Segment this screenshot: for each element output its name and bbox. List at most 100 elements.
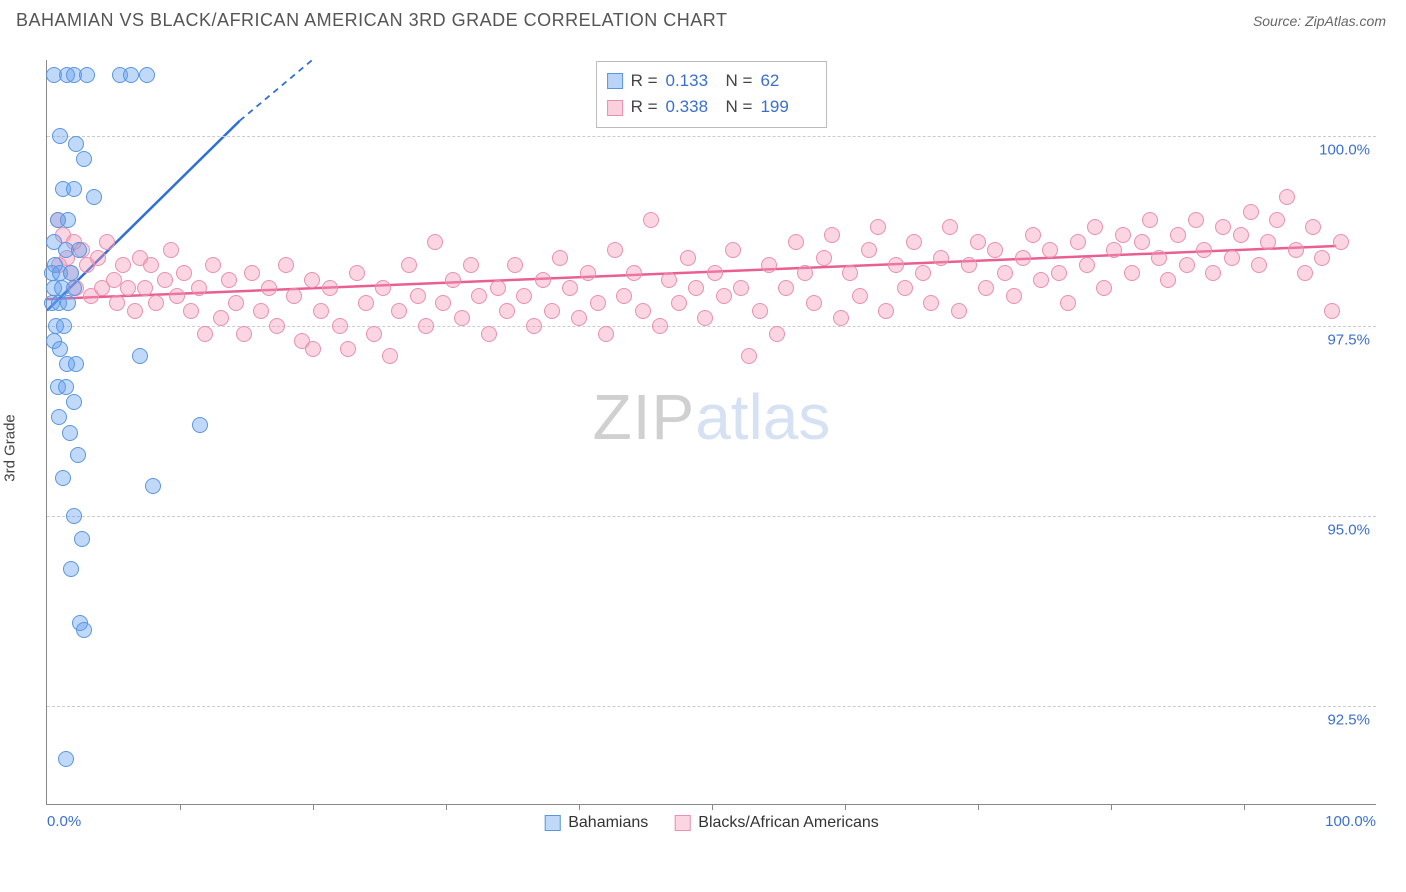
scatter-point-pink bbox=[997, 265, 1013, 281]
scatter-point-pink bbox=[127, 303, 143, 319]
scatter-point-pink bbox=[183, 303, 199, 319]
y-tick-label: 95.0% bbox=[1327, 522, 1370, 539]
scatter-point-pink bbox=[358, 295, 374, 311]
scatter-point-pink bbox=[842, 265, 858, 281]
scatter-point-pink bbox=[888, 257, 904, 273]
scatter-point-pink bbox=[1269, 212, 1285, 228]
x-tick bbox=[579, 804, 580, 810]
legend-swatch-pink bbox=[607, 100, 623, 116]
scatter-point-pink bbox=[471, 288, 487, 304]
scatter-point-pink bbox=[671, 295, 687, 311]
x-axis-max-label: 100.0% bbox=[1325, 813, 1376, 830]
scatter-point-pink bbox=[733, 280, 749, 296]
scatter-point-pink bbox=[507, 257, 523, 273]
scatter-point-pink bbox=[1288, 242, 1304, 258]
legend-item: Bahamians bbox=[544, 814, 648, 832]
n-value: 199 bbox=[760, 94, 812, 120]
n-label: N = bbox=[726, 68, 753, 94]
legend-swatch-pink bbox=[674, 815, 690, 831]
scatter-point-pink bbox=[143, 257, 159, 273]
scatter-point-blue bbox=[66, 394, 82, 410]
scatter-point-pink bbox=[157, 272, 173, 288]
scatter-point-pink bbox=[1096, 280, 1112, 296]
scatter-point-pink bbox=[499, 303, 515, 319]
scatter-point-pink bbox=[205, 257, 221, 273]
scatter-point-pink bbox=[769, 326, 785, 342]
scatter-point-pink bbox=[571, 310, 587, 326]
scatter-point-pink bbox=[878, 303, 894, 319]
scatter-point-pink bbox=[707, 265, 723, 281]
scatter-point-pink bbox=[833, 310, 849, 326]
scatter-point-pink bbox=[163, 242, 179, 258]
scatter-point-pink bbox=[552, 250, 568, 266]
scatter-point-pink bbox=[1188, 212, 1204, 228]
scatter-point-pink bbox=[1160, 272, 1176, 288]
source-attribution: Source: ZipAtlas.com bbox=[1253, 13, 1386, 29]
scatter-point-blue bbox=[51, 409, 67, 425]
scatter-point-pink bbox=[797, 265, 813, 281]
scatter-point-pink bbox=[824, 227, 840, 243]
scatter-point-pink bbox=[269, 318, 285, 334]
legend-label: Bahamians bbox=[568, 814, 648, 832]
scatter-point-blue bbox=[63, 265, 79, 281]
scatter-point-pink bbox=[861, 242, 877, 258]
scatter-point-pink bbox=[349, 265, 365, 281]
series-legend: Bahamians Blacks/African Americans bbox=[544, 814, 879, 832]
scatter-point-pink bbox=[305, 341, 321, 357]
scatter-point-pink bbox=[906, 234, 922, 250]
scatter-point-blue bbox=[86, 189, 102, 205]
scatter-point-pink bbox=[852, 288, 868, 304]
scatter-point-pink bbox=[697, 310, 713, 326]
scatter-point-pink bbox=[148, 295, 164, 311]
scatter-point-pink bbox=[120, 280, 136, 296]
scatter-point-pink bbox=[391, 303, 407, 319]
scatter-point-pink bbox=[970, 234, 986, 250]
scatter-point-blue bbox=[79, 67, 95, 83]
chart-container: 3rd Grade ZIPatlas R =0.133N =62R =0.338… bbox=[16, 48, 1390, 848]
r-value: 0.133 bbox=[666, 68, 718, 94]
legend-label: Blacks/African Americans bbox=[698, 814, 879, 832]
scatter-point-blue bbox=[71, 242, 87, 258]
scatter-point-pink bbox=[933, 250, 949, 266]
scatter-point-pink bbox=[1243, 204, 1259, 220]
scatter-point-pink bbox=[197, 326, 213, 342]
scatter-point-blue bbox=[56, 318, 72, 334]
watermark-part2: atlas bbox=[695, 381, 830, 453]
scatter-point-pink bbox=[1025, 227, 1041, 243]
scatter-point-blue bbox=[123, 67, 139, 83]
y-tick-label: 100.0% bbox=[1319, 142, 1370, 159]
scatter-point-pink bbox=[978, 280, 994, 296]
scatter-point-pink bbox=[176, 265, 192, 281]
scatter-point-pink bbox=[1260, 234, 1276, 250]
scatter-point-blue bbox=[68, 136, 84, 152]
scatter-point-pink bbox=[716, 288, 732, 304]
scatter-point-pink bbox=[688, 280, 704, 296]
scatter-point-pink bbox=[169, 288, 185, 304]
scatter-point-pink bbox=[410, 288, 426, 304]
scatter-point-blue bbox=[63, 561, 79, 577]
scatter-point-pink bbox=[1051, 265, 1067, 281]
scatter-point-blue bbox=[58, 751, 74, 767]
legend-swatch-blue bbox=[607, 73, 623, 89]
n-label: N = bbox=[726, 94, 753, 120]
scatter-point-pink bbox=[109, 295, 125, 311]
scatter-point-pink bbox=[544, 303, 560, 319]
x-tick bbox=[446, 804, 447, 810]
scatter-point-pink bbox=[1079, 257, 1095, 273]
r-value: 0.338 bbox=[666, 94, 718, 120]
scatter-point-pink bbox=[923, 295, 939, 311]
scatter-point-pink bbox=[90, 250, 106, 266]
x-tick bbox=[313, 804, 314, 810]
scatter-point-pink bbox=[752, 303, 768, 319]
scatter-point-blue bbox=[76, 151, 92, 167]
chart-header: BAHAMIAN VS BLACK/AFRICAN AMERICAN 3RD G… bbox=[0, 0, 1406, 39]
scatter-point-pink bbox=[278, 257, 294, 273]
scatter-point-pink bbox=[680, 250, 696, 266]
x-tick bbox=[978, 804, 979, 810]
scatter-point-pink bbox=[137, 280, 153, 296]
source-value: ZipAtlas.com bbox=[1305, 13, 1386, 29]
scatter-point-blue bbox=[76, 622, 92, 638]
stats-legend: R =0.133N =62R =0.338N =199 bbox=[596, 61, 828, 128]
scatter-point-pink bbox=[643, 212, 659, 228]
scatter-point-pink bbox=[427, 234, 443, 250]
